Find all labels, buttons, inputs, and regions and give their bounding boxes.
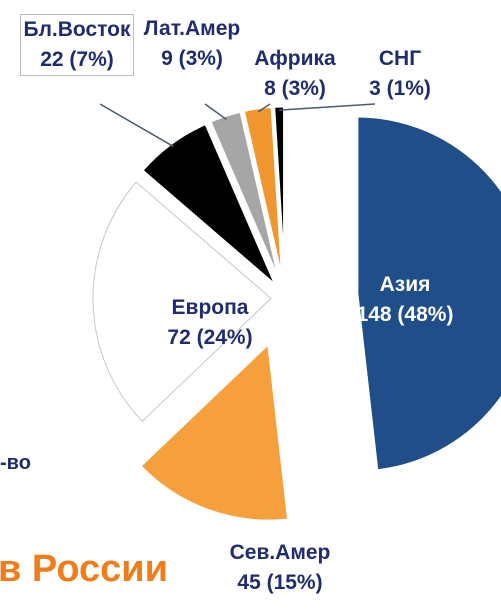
slice-label: СНГ 3 (1%) [350, 44, 450, 104]
label-value: 22 (7%) [40, 48, 114, 71]
label-value: 3 (1%) [369, 77, 431, 100]
leader-line [99, 103, 174, 148]
label-name: Африка [254, 47, 336, 70]
pie-slice [207, 109, 283, 286]
leader-line [204, 103, 227, 120]
slice-label: Лат.Амер 9 (3%) [142, 14, 242, 74]
pie-slice [272, 104, 287, 285]
fragment-title: в России [0, 548, 169, 590]
slice-label: Сев.Амер 45 (15%) [205, 538, 355, 598]
slice-label: Бл.Восток 22 (7%) [20, 14, 134, 76]
label-value: 148 (48%) [356, 303, 454, 326]
label-value: 9 (3%) [161, 47, 223, 70]
leader-line [279, 103, 376, 111]
pie-slice [241, 104, 285, 285]
slice-label: Азия 148 (48%) [355, 270, 455, 330]
label-name: СНГ [378, 47, 422, 70]
leader-line [257, 103, 271, 113]
fragment-text: -во [0, 452, 31, 474]
label-name: Бл.Восток [23, 18, 131, 41]
slice-label: Европа 72 (24%) [140, 293, 280, 353]
label-name: Лат.Амер [143, 17, 241, 40]
pie-slice [355, 114, 501, 473]
label-name: Европа [171, 296, 249, 319]
slice-label: Африка 8 (3%) [240, 44, 350, 104]
label-name: Азия [379, 273, 431, 296]
label-value: 8 (3%) [264, 77, 326, 100]
label-value: 72 (24%) [167, 326, 253, 349]
label-value: 45 (15%) [237, 571, 323, 594]
pie-slice [92, 181, 272, 422]
pie-slice [139, 121, 279, 288]
pie-slice [137, 339, 291, 523]
label-name: Сев.Амер [229, 541, 331, 564]
